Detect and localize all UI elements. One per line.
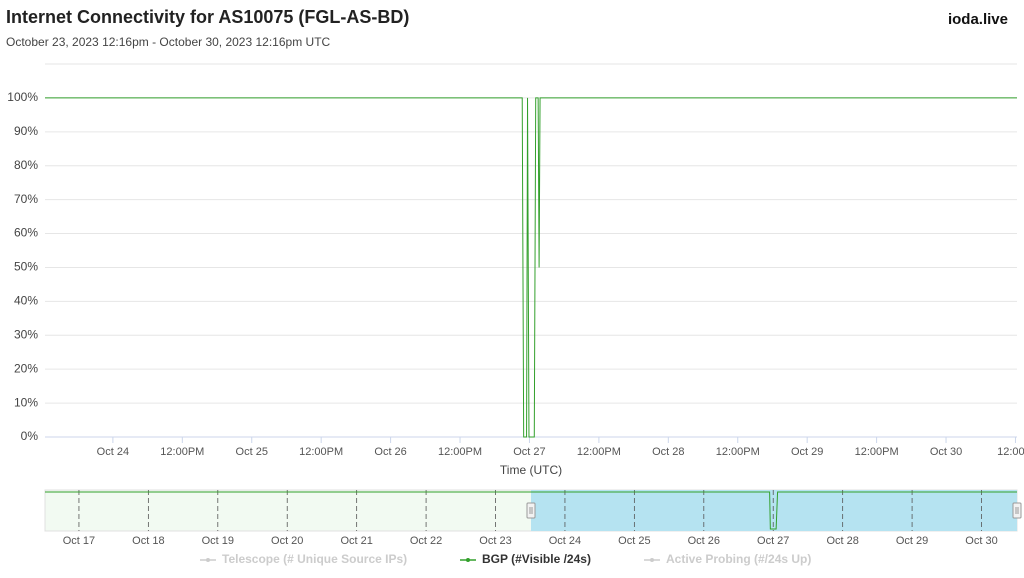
- y-tick-label: 90%: [14, 124, 38, 138]
- x-tick-label: Oct 26: [374, 446, 406, 458]
- legend-item[interactable]: Telescope (# Unique Source IPs): [222, 552, 407, 566]
- x-tick-label: Oct 29: [791, 446, 823, 458]
- brand: ioda.live: [948, 11, 1008, 28]
- navigator-tick-label: Oct 22: [410, 535, 442, 547]
- navigator-tick-label: Oct 30: [965, 535, 997, 547]
- x-tick-label: 12:00PM: [299, 446, 343, 458]
- y-tick-label: 0%: [21, 429, 39, 443]
- navigator-handle[interactable]: [1012, 502, 1022, 519]
- legend-item[interactable]: BGP (#Visible /24s): [482, 552, 591, 566]
- x-tick-label: Oct 24: [97, 446, 129, 458]
- y-tick-label: 70%: [14, 192, 38, 206]
- legend-item[interactable]: Active Probing (#/24s Up): [666, 552, 811, 566]
- y-tick-label: 40%: [14, 294, 38, 308]
- x-axis-label: Time (UTC): [500, 463, 562, 477]
- y-tick-label: 80%: [14, 158, 38, 172]
- chart-subtitle: October 23, 2023 12:16pm - October 30, 2…: [6, 35, 331, 49]
- navigator-tick-label: Oct 29: [896, 535, 928, 547]
- navigator-tick-label: Oct 26: [688, 535, 720, 547]
- x-tick-label: 12:00PM: [855, 446, 899, 458]
- y-tick-label: 20%: [14, 361, 38, 375]
- navigator-line: [45, 491, 1017, 530]
- y-tick-label: 100%: [7, 90, 38, 104]
- series-line: [45, 97, 1017, 438]
- legend-marker: [650, 558, 654, 562]
- y-tick-label: 30%: [14, 327, 38, 341]
- navigator-tick-label: Oct 23: [479, 535, 511, 547]
- navigator-tick-label: Oct 18: [132, 535, 164, 547]
- y-tick-label: 60%: [14, 226, 38, 240]
- x-tick-label: Oct 27: [513, 446, 545, 458]
- navigator-handle[interactable]: [526, 502, 536, 519]
- legend-marker: [206, 558, 210, 562]
- navigator-tick-label: Oct 19: [202, 535, 234, 547]
- chart-title: Internet Connectivity for AS10075 (FGL-A…: [6, 7, 409, 27]
- y-tick-label: 50%: [14, 260, 38, 274]
- x-tick-label: 12:00PM: [577, 446, 621, 458]
- navigator-tick-label: Oct 28: [826, 535, 858, 547]
- x-tick-label: 12:00PM: [160, 446, 204, 458]
- navigator-tick-label: Oct 20: [271, 535, 303, 547]
- x-tick-label: Oct 30: [930, 446, 962, 458]
- x-tick-label: 12:00PM: [438, 446, 482, 458]
- navigator-tick-label: Oct 27: [757, 535, 789, 547]
- x-tick-label: Oct 28: [652, 446, 684, 458]
- x-tick-label: Oct 25: [236, 446, 268, 458]
- x-tick-label: 12:00PM: [716, 446, 760, 458]
- navigator-tick-label: Oct 17: [63, 535, 95, 547]
- navigator-tick-label: Oct 24: [549, 535, 581, 547]
- x-tick-label: 12:00...: [997, 446, 1024, 458]
- legend-marker: [466, 558, 470, 562]
- navigator-tick-label: Oct 25: [618, 535, 650, 547]
- navigator-selection: [531, 490, 1017, 531]
- y-tick-label: 10%: [14, 395, 38, 409]
- navigator-tick-label: Oct 21: [340, 535, 372, 547]
